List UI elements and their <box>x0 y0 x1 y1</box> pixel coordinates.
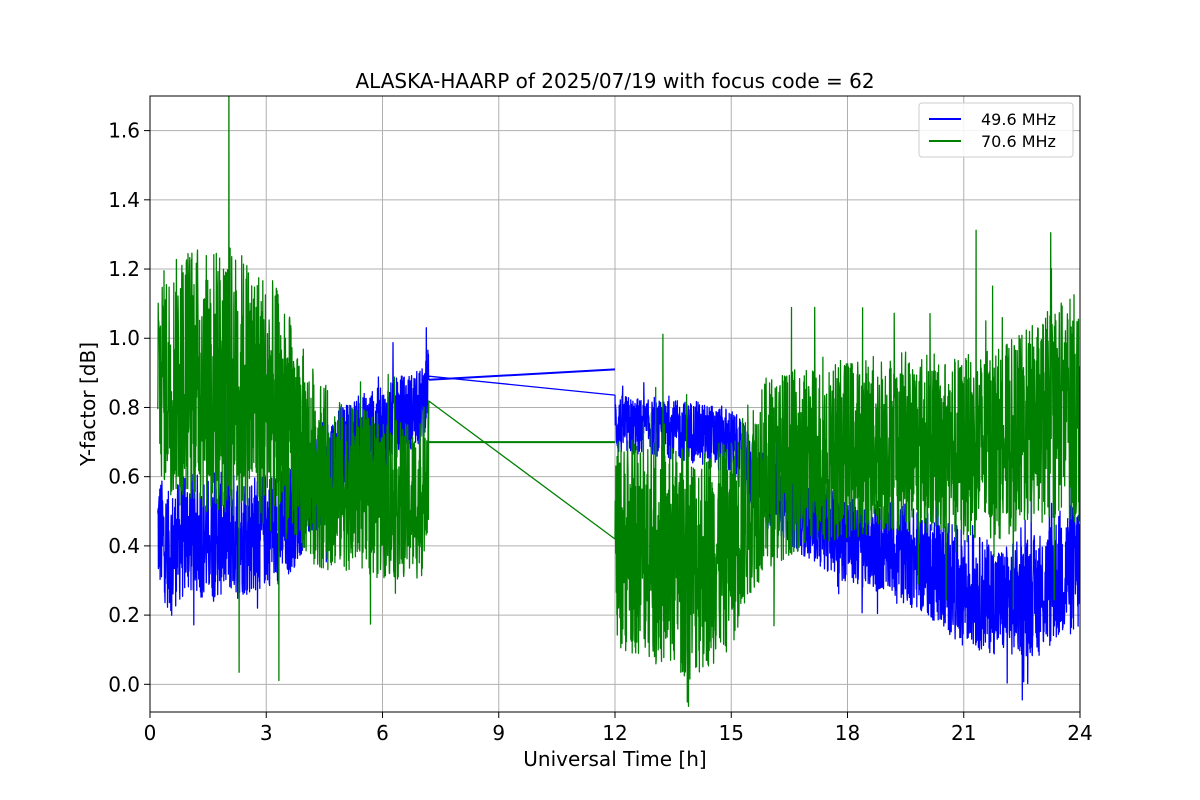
y-tick-label: 0.6 <box>108 465 140 489</box>
y-tick-label: 1.6 <box>108 119 140 143</box>
series-line <box>157 327 1080 701</box>
x-tick-label: 9 <box>492 721 505 745</box>
y-tick-label: 0.8 <box>108 395 140 419</box>
x-tick-label: 0 <box>144 721 157 745</box>
y-tick-label: 1.2 <box>108 257 140 281</box>
y-tick-label: 0.4 <box>108 534 140 558</box>
legend-box <box>918 102 1074 158</box>
y-axis-title: Y-factor [dB] <box>76 342 100 467</box>
y-tick-label: 1.4 <box>108 188 140 212</box>
y-tick-label: 0.2 <box>108 603 140 627</box>
chart-title: ALASKA-HAARP of 2025/07/19 with focus co… <box>355 69 874 93</box>
plot-area <box>157 96 1080 708</box>
series-49-6-mhz <box>157 327 1080 701</box>
x-tick-label: 15 <box>719 721 744 745</box>
x-tick-label: 18 <box>835 721 860 745</box>
x-tick-label: 6 <box>376 721 389 745</box>
x-tick-label: 3 <box>260 721 273 745</box>
y-tick-label: 0.0 <box>108 672 140 696</box>
series-70-6-mhz <box>157 96 1080 708</box>
y-tick-label: 1.0 <box>108 326 140 350</box>
ticks: 0 3 6 9 12 15 18 21 24 0.0 0.2 0.4 0.6 0.8 1.0 1.2 1.4 1.… <box>108 119 1093 745</box>
series-line <box>157 96 1080 708</box>
legend: 49.6 MHz 70.6 MHz <box>918 102 1074 158</box>
x-tick-label: 12 <box>602 721 627 745</box>
legend-label: 70.6 MHz <box>981 132 1056 151</box>
gap-connector <box>428 368 616 381</box>
x-tick-label: 21 <box>951 721 976 745</box>
x-tick-label: 24 <box>1067 721 1092 745</box>
legend-label: 49.6 MHz <box>981 110 1056 129</box>
x-axis-title: Universal Time [h] <box>523 747 706 771</box>
